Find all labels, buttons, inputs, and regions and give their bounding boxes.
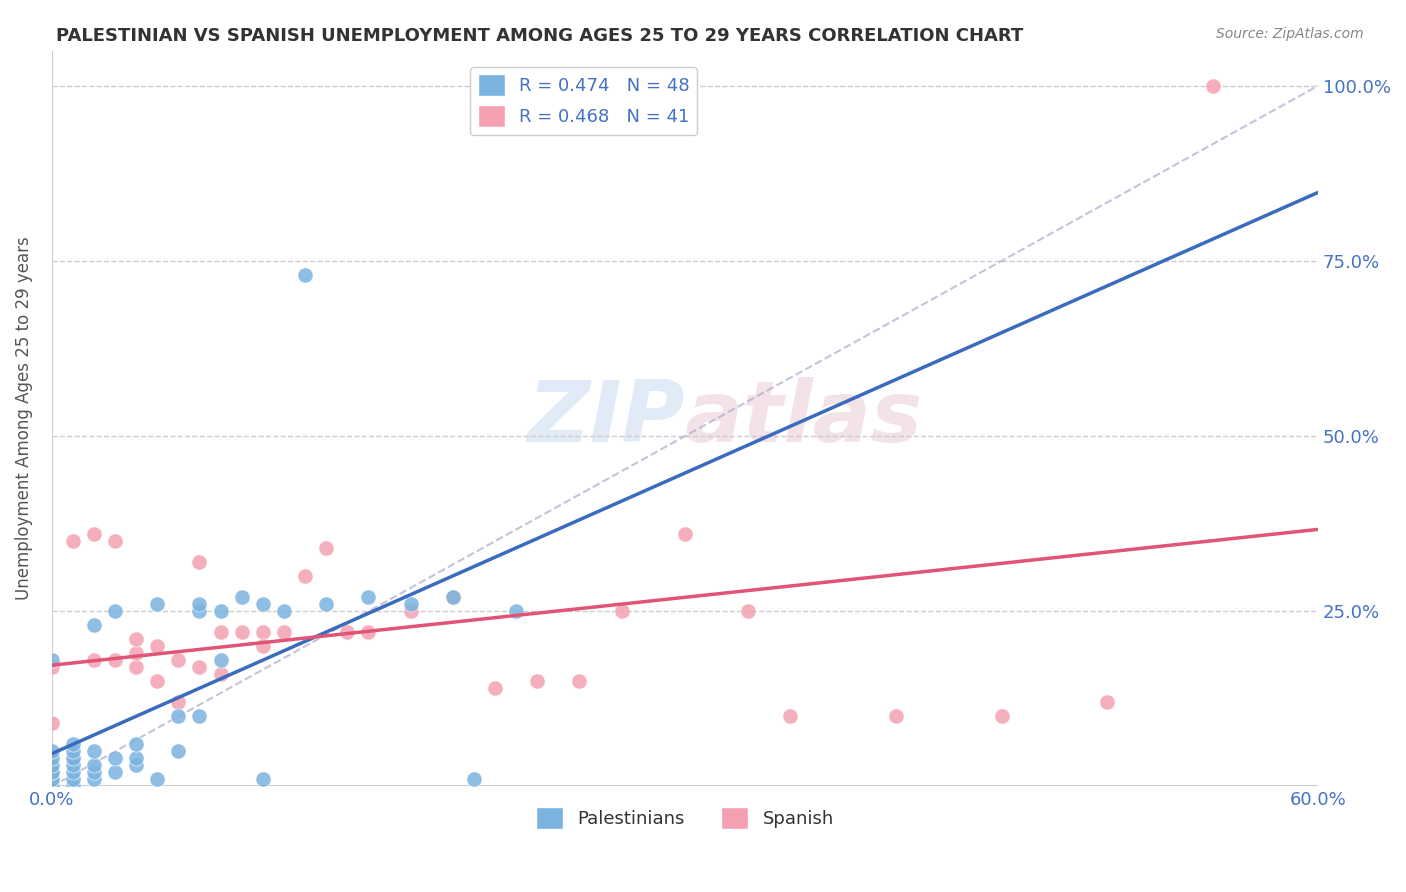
Point	[252, 772, 274, 787]
Point	[167, 695, 190, 709]
Point	[125, 751, 148, 765]
Point	[252, 597, 274, 611]
Point	[209, 653, 232, 667]
Point	[125, 660, 148, 674]
Point	[62, 738, 84, 752]
Legend: Palestinians, Spanish: Palestinians, Spanish	[529, 800, 841, 837]
Point	[83, 744, 105, 758]
Point	[83, 758, 105, 772]
Point	[505, 604, 527, 618]
Point	[62, 765, 84, 780]
Text: ZIP: ZIP	[527, 377, 685, 460]
Point	[104, 765, 127, 780]
Text: atlas: atlas	[685, 377, 924, 460]
Point	[125, 646, 148, 660]
Point	[125, 758, 148, 772]
Point	[41, 765, 63, 780]
Point	[62, 758, 84, 772]
Point	[441, 591, 464, 605]
Point	[188, 555, 211, 569]
Point	[125, 632, 148, 647]
Point	[673, 527, 696, 541]
Point	[294, 268, 316, 282]
Point	[568, 674, 591, 689]
Point	[209, 667, 232, 681]
Point	[62, 751, 84, 765]
Point	[252, 640, 274, 654]
Point	[273, 625, 295, 640]
Point	[83, 527, 105, 541]
Point	[167, 709, 190, 723]
Point	[884, 709, 907, 723]
Point	[1201, 78, 1223, 93]
Point	[62, 772, 84, 787]
Point	[209, 604, 232, 618]
Point	[188, 597, 211, 611]
Point	[1095, 695, 1118, 709]
Point	[610, 604, 633, 618]
Point	[167, 653, 190, 667]
Point	[146, 674, 169, 689]
Point	[83, 772, 105, 787]
Point	[41, 772, 63, 787]
Point	[41, 716, 63, 731]
Point	[83, 618, 105, 632]
Point	[188, 660, 211, 674]
Point	[357, 625, 380, 640]
Point	[41, 751, 63, 765]
Point	[104, 751, 127, 765]
Point	[167, 744, 190, 758]
Point	[209, 625, 232, 640]
Point	[990, 709, 1012, 723]
Point	[737, 604, 759, 618]
Point	[779, 709, 801, 723]
Point	[41, 744, 63, 758]
Text: PALESTINIAN VS SPANISH UNEMPLOYMENT AMONG AGES 25 TO 29 YEARS CORRELATION CHART: PALESTINIAN VS SPANISH UNEMPLOYMENT AMON…	[56, 27, 1024, 45]
Point	[188, 604, 211, 618]
Point	[41, 653, 63, 667]
Point	[336, 625, 359, 640]
Point	[399, 604, 422, 618]
Point	[273, 604, 295, 618]
Point	[104, 653, 127, 667]
Point	[125, 738, 148, 752]
Point	[62, 534, 84, 549]
Point	[62, 751, 84, 765]
Point	[526, 674, 548, 689]
Point	[41, 772, 63, 787]
Point	[62, 780, 84, 794]
Point	[62, 744, 84, 758]
Point	[41, 660, 63, 674]
Point	[41, 772, 63, 787]
Y-axis label: Unemployment Among Ages 25 to 29 years: Unemployment Among Ages 25 to 29 years	[15, 236, 32, 600]
Point	[315, 541, 337, 556]
Point	[463, 772, 485, 787]
Point	[104, 534, 127, 549]
Point	[231, 591, 253, 605]
Point	[231, 625, 253, 640]
Point	[315, 597, 337, 611]
Point	[294, 569, 316, 583]
Point	[146, 597, 169, 611]
Point	[41, 780, 63, 794]
Point	[104, 604, 127, 618]
Point	[357, 591, 380, 605]
Point	[188, 709, 211, 723]
Point	[146, 640, 169, 654]
Point	[146, 772, 169, 787]
Point	[83, 765, 105, 780]
Point	[441, 591, 464, 605]
Point	[252, 625, 274, 640]
Point	[41, 780, 63, 794]
Point	[399, 597, 422, 611]
Point	[41, 765, 63, 780]
Point	[83, 653, 105, 667]
Point	[41, 758, 63, 772]
Point	[484, 681, 506, 696]
Text: Source: ZipAtlas.com: Source: ZipAtlas.com	[1216, 27, 1364, 41]
